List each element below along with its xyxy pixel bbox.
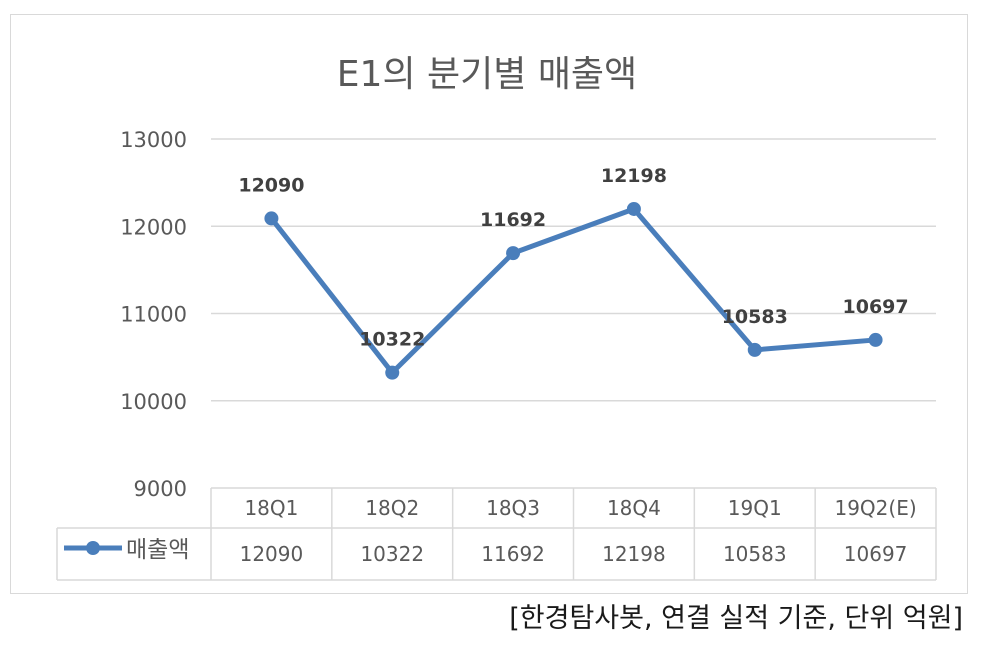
category-label: 18Q4 [607,496,661,520]
table-value: 10322 [360,542,424,566]
y-tick-label: 13000 [120,128,187,152]
data-label: 10697 [843,296,909,318]
data-label: 11692 [480,209,546,231]
data-point [868,332,883,347]
data-point [747,342,762,357]
category-label: 18Q2 [365,496,419,520]
category-label: 18Q1 [244,496,298,520]
table-value: 10583 [723,542,787,566]
data-label: 10322 [359,329,425,351]
y-tick-label: 9000 [134,477,187,501]
data-label: 10583 [722,306,788,328]
legend-label: 매출액 [126,537,189,563]
legend-marker [86,541,100,555]
data-label: 12090 [238,174,304,196]
category-label: 19Q2(E) [834,496,916,520]
data-point [506,246,521,261]
category-label: 19Q1 [728,496,782,520]
category-label: 18Q3 [486,496,540,520]
y-tick-label: 11000 [120,303,187,327]
chart-title: E1의 분기별 매출액 [337,54,637,95]
series-line [269,206,876,376]
table-value: 12090 [240,542,304,566]
data-point [385,365,400,380]
y-tick-label: 10000 [120,390,187,414]
data-label: 12198 [601,165,667,187]
data-point [626,201,641,216]
source-note: [한경탐사봇, 연결 실적 기준, 단위 억원] [509,603,963,634]
chart-frame [10,14,968,594]
y-tick-label: 12000 [120,215,187,239]
table-value: 12198 [602,542,666,566]
table-value: 10697 [844,542,908,566]
table-value: 11692 [481,542,545,566]
data-point [264,211,279,226]
